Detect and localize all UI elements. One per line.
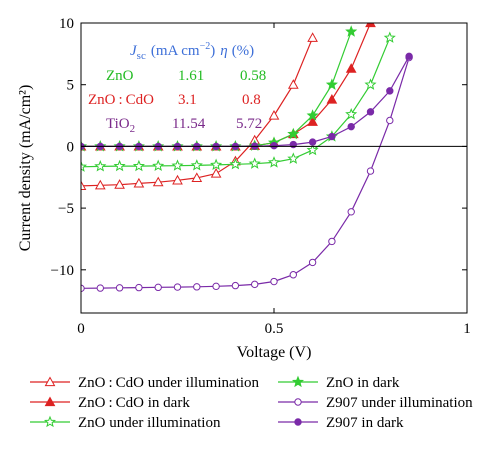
legend-marker (44, 396, 56, 407)
data-point (328, 237, 336, 246)
legend-marker (294, 398, 302, 406)
x-axis-label: Voltage (V) (237, 344, 312, 361)
y-tick-label: −5 (58, 201, 74, 217)
data-point (345, 63, 357, 73)
data-point (306, 143, 319, 156)
data-point (386, 87, 394, 95)
data-point (113, 159, 126, 172)
data-point (248, 157, 261, 169)
data-point (287, 152, 300, 164)
annotation-row-eta: 5.72 (236, 116, 262, 132)
data-point (115, 284, 124, 292)
data-point (328, 132, 336, 141)
data-point (267, 156, 281, 168)
x-tick-label: 0.5 (265, 321, 284, 337)
legend-label: ZnO in dark (326, 375, 400, 391)
y-tick-label: 5 (67, 78, 75, 94)
y-tick-label: −10 (51, 263, 74, 279)
legend-item: Z907 under illumination (278, 395, 473, 411)
annotation-row-label: ZnO : CdO (88, 92, 154, 108)
legend-item: ZnO : CdO in dark (30, 395, 190, 411)
data-point (193, 283, 201, 291)
data-point (347, 122, 355, 131)
data-point (81, 160, 88, 172)
y-tick-label: 0 (67, 139, 75, 155)
data-point (326, 93, 338, 104)
data-point (345, 107, 358, 120)
annotation-row-eta: 0.58 (240, 68, 266, 84)
data-point (364, 78, 377, 90)
data-point (366, 167, 375, 175)
data-point (308, 258, 317, 267)
x-tick-label: 0 (77, 321, 85, 337)
data-point (135, 283, 143, 292)
annotation-row-jsc: 3.1 (178, 92, 197, 108)
data-point (270, 277, 278, 286)
data-point (212, 282, 220, 291)
annotation-header: Jsc (mA cm−2) η (%) (130, 41, 254, 62)
data-point (306, 109, 319, 121)
y-tick-label: 10 (59, 16, 74, 32)
data-point (287, 79, 299, 89)
legend-label: Z907 under illumination (326, 395, 473, 411)
legend-item: ZnO : CdO under illumination (30, 375, 259, 391)
data-point (231, 281, 240, 290)
legend-marker (43, 415, 57, 428)
legend-item: ZnO under illumination (30, 415, 221, 431)
data-point (173, 283, 182, 291)
data-point (325, 78, 338, 90)
data-point (210, 168, 222, 178)
data-point (307, 32, 318, 42)
data-point (154, 283, 162, 292)
data-point (114, 179, 125, 189)
legend-marker (291, 375, 305, 388)
data-point (133, 177, 145, 188)
data-point (307, 116, 318, 126)
data-point (289, 271, 297, 279)
data-point (190, 159, 203, 171)
data-point (308, 138, 317, 146)
data-point (345, 25, 358, 37)
legend-item: Z907 in dark (278, 415, 404, 431)
data-point (251, 280, 259, 289)
annotation-row-eta: 0.8 (242, 92, 261, 108)
series-group (81, 53, 413, 293)
legend-item: ZnO in dark (278, 375, 400, 391)
data-point (405, 52, 413, 61)
data-point (270, 141, 278, 150)
legend-label: ZnO under illumination (78, 415, 221, 431)
data-point (386, 116, 394, 125)
data-point (365, 23, 376, 28)
legend-marker (294, 418, 302, 426)
data-point (152, 176, 164, 187)
data-point (172, 174, 183, 185)
annotation-row-jsc: 11.54 (172, 116, 206, 132)
data-point (171, 159, 184, 171)
data-point (152, 159, 165, 172)
data-point (96, 284, 105, 292)
data-point (383, 31, 396, 43)
data-point (347, 208, 355, 216)
data-point (94, 179, 106, 190)
data-point (81, 180, 87, 190)
y-axis-label: Current density (mA/cm²) (17, 85, 34, 252)
annotation-row-label: TiO2 (106, 116, 135, 135)
annotation-row-label: ZnO (106, 68, 134, 84)
legend-marker (44, 376, 56, 387)
series-group (81, 32, 318, 190)
legend-label: ZnO : CdO under illumination (78, 375, 259, 391)
data-point (287, 127, 300, 140)
legend-label: ZnO : CdO in dark (78, 395, 190, 411)
data-point (191, 172, 203, 182)
data-point (366, 108, 375, 116)
x-tick-label: 1 (463, 321, 471, 337)
data-point (268, 110, 280, 120)
legend-label: Z907 in dark (326, 415, 404, 431)
annotation-row-jsc: 1.61 (178, 68, 204, 84)
data-point (210, 158, 223, 171)
data-point (229, 157, 242, 170)
data-point (94, 160, 107, 172)
data-point (132, 159, 145, 172)
